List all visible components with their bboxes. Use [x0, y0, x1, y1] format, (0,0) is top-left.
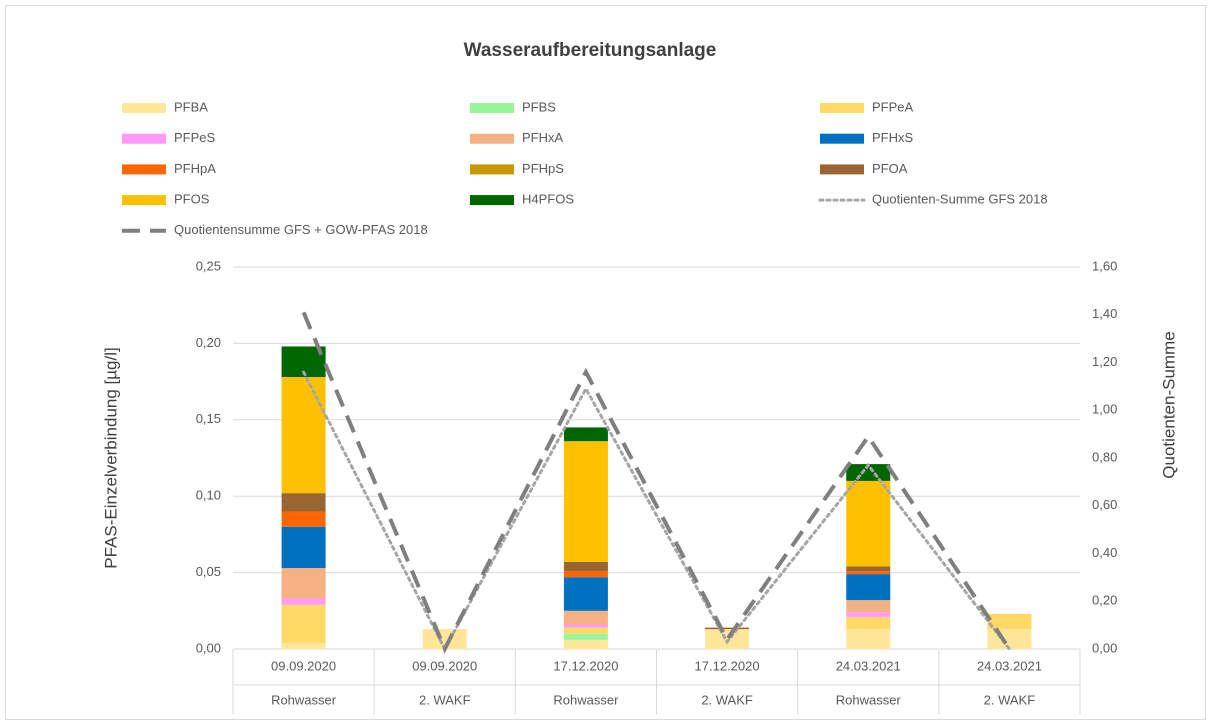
- y-tick-label: 0,15: [196, 411, 221, 426]
- bar-segment: [281, 511, 326, 527]
- bar-segment: [563, 571, 608, 578]
- y-tick-label: 0,20: [196, 335, 221, 350]
- bar-segment: [846, 612, 891, 617]
- legend-swatch: [820, 133, 864, 144]
- x-tick-label: 24.03.2021: [977, 658, 1042, 673]
- legend-label: PFOA: [872, 161, 908, 176]
- x-tick-label: 17.12.2020: [553, 658, 618, 673]
- x-subcategory-label: Rohwasser: [271, 692, 337, 707]
- legend-swatch: [122, 195, 166, 206]
- legend-swatch: [470, 195, 514, 206]
- bar-segment: [846, 571, 891, 575]
- legend-swatch: [820, 164, 864, 175]
- y-tick-label: 0,25: [196, 258, 221, 273]
- legend-label: PFHpA: [174, 161, 216, 176]
- x-subcategory-label: 2. WAKF: [419, 692, 471, 707]
- legend-swatch: [122, 164, 166, 175]
- legend-swatch: [820, 103, 864, 113]
- y-axis-title: PFAS-Einzelverbindung [µg/l]: [101, 347, 120, 568]
- y2-tick-label: 0,80: [1092, 449, 1117, 464]
- bar-segment: [846, 616, 891, 630]
- legend-swatch: [470, 133, 514, 144]
- bar-segment: [846, 629, 891, 649]
- line-series: [301, 311, 1012, 654]
- bar-segment: [563, 610, 608, 625]
- legend-label: PFPeA: [872, 99, 914, 114]
- legend-label: PFOS: [174, 192, 210, 207]
- legend-label: PFPeS: [174, 130, 216, 145]
- x-tick-label: 09.09.2020: [412, 658, 477, 673]
- y2-tick-label: 0,60: [1092, 497, 1117, 512]
- bar-segment: [563, 561, 608, 572]
- y2-tick-label: 0,40: [1092, 545, 1117, 560]
- y2-tick-label: 1,20: [1092, 354, 1117, 369]
- bar-segment: [563, 441, 608, 562]
- legend-label: PFBA: [174, 99, 208, 114]
- bar-segment: [281, 377, 326, 494]
- x-tick-label: 24.03.2021: [836, 658, 901, 673]
- y-tick-label: 0,00: [196, 640, 221, 655]
- y2-tick-label: 1,60: [1092, 258, 1117, 273]
- x-tick-label: 17.12.2020: [695, 658, 760, 673]
- bar-segment: [422, 629, 467, 649]
- bar-segment: [281, 598, 326, 605]
- legend-label: PFBS: [522, 99, 556, 114]
- chart-title: Wasseraufbereitungsanlage: [464, 40, 717, 61]
- x-subcategory-label: Rohwasser: [553, 692, 619, 707]
- x-subcategory-label: Rohwasser: [836, 692, 902, 707]
- y2-tick-label: 0,00: [1092, 640, 1117, 655]
- x-subcategory-label: 2. WAKF: [984, 692, 1036, 707]
- bar-segment: [563, 624, 608, 628]
- legend-swatch: [122, 133, 166, 144]
- bar-segment: [846, 600, 891, 613]
- bar-segment: [846, 566, 891, 572]
- bar-segment: [987, 629, 1032, 649]
- y2-axis-title: Quotienten-Summe: [1159, 331, 1178, 478]
- bar-segment: [705, 627, 750, 630]
- x-subcategory-label: 2. WAKF: [701, 692, 753, 707]
- y2-tick-label: 0,20: [1092, 593, 1117, 608]
- bar-segment: [281, 568, 326, 599]
- legend-label: Quotienten-Summe GFS 2018: [872, 192, 1048, 207]
- x-tick-label: 09.09.2020: [271, 658, 336, 673]
- bar-segment: [846, 480, 891, 567]
- bar-segment: [846, 574, 891, 601]
- y-tick-label: 0,05: [196, 564, 221, 579]
- legend-label: PFHpS: [522, 161, 564, 176]
- bar-segment: [563, 639, 608, 649]
- bar-segment: [987, 613, 1032, 630]
- legend-label: H4PFOS: [522, 192, 574, 207]
- bar-segment: [281, 526, 326, 569]
- legend-swatch: [122, 103, 166, 113]
- bar-segment: [563, 627, 608, 634]
- bar-segment: [281, 493, 326, 512]
- bar-segment: [563, 427, 608, 442]
- bar-segment: [281, 642, 326, 649]
- y2-tick-label: 1,00: [1092, 402, 1117, 417]
- legend-label: PFHxS: [872, 130, 914, 145]
- line-series: [302, 370, 1011, 653]
- legend-label: PFHxA: [522, 130, 564, 145]
- bar-segment: [563, 633, 608, 640]
- legend-label: Quotientensumme GFS + GOW-PFAS 2018: [174, 222, 428, 237]
- bar-segment: [281, 604, 326, 643]
- bar-segment: [705, 629, 750, 649]
- legend-swatch: [470, 164, 514, 175]
- y-tick-label: 0,10: [196, 488, 221, 503]
- bar-segment: [563, 577, 608, 611]
- legend-swatch: [470, 103, 514, 113]
- y2-tick-label: 1,40: [1092, 306, 1117, 321]
